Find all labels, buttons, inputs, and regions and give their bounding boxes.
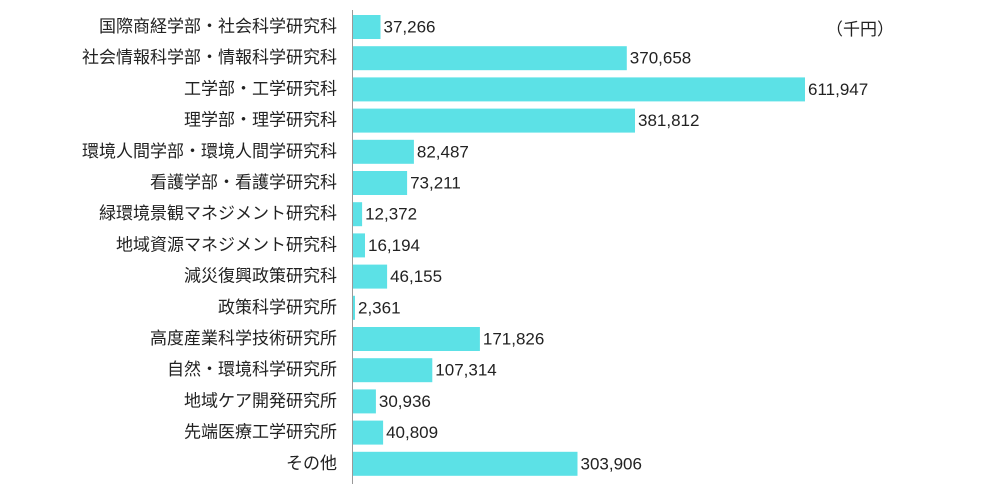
category-label: 自然・環境科学研究所 xyxy=(167,360,337,380)
category-label: 環境人間学部・環境人間学研究科 xyxy=(82,142,337,162)
bar xyxy=(353,264,388,289)
category-label: 先端医療工学研究所 xyxy=(184,423,337,443)
bar xyxy=(353,327,480,351)
value-label: 171,826 xyxy=(483,330,544,349)
value-label: 40,809 xyxy=(386,423,438,442)
bar xyxy=(353,46,627,71)
bar xyxy=(353,420,384,445)
bar xyxy=(353,233,365,258)
value-label: 303,906 xyxy=(581,454,642,473)
value-label: 73,211 xyxy=(410,174,461,193)
bar xyxy=(353,108,635,133)
category-label: 看護学部・看護学研究科 xyxy=(150,173,337,193)
bar xyxy=(353,389,376,414)
category-label: 理学部・理学研究科 xyxy=(184,111,337,131)
category-label: 地域ケア開発研究所 xyxy=(184,391,337,411)
value-label: 611,947 xyxy=(808,80,868,99)
category-label: その他 xyxy=(286,454,337,474)
bar xyxy=(353,358,433,383)
bar xyxy=(353,77,805,102)
value-label: 107,314 xyxy=(435,361,496,380)
value-label: 370,658 xyxy=(630,49,691,68)
bar xyxy=(353,15,381,39)
value-label: 381,812 xyxy=(638,111,699,130)
category-label: 工学部・工学研究科 xyxy=(184,79,337,99)
category-label: 政策科学研究所 xyxy=(218,298,337,318)
category-label: 社会情報科学部・情報科学研究科 xyxy=(82,48,337,68)
bar xyxy=(353,171,408,195)
category-label: 国際商経学部・社会科学研究科 xyxy=(99,17,337,37)
value-label: 12,372 xyxy=(365,205,417,224)
category-label: 減災復興政策研究科 xyxy=(184,267,337,287)
bar xyxy=(353,451,578,476)
bar xyxy=(353,295,355,320)
value-label: 30,936 xyxy=(379,392,431,411)
value-label: 37,266 xyxy=(384,18,436,37)
unit-label: （千円） xyxy=(826,20,894,40)
value-label: 16,194 xyxy=(368,236,420,255)
category-label: 高度産業科学技術研究所 xyxy=(150,329,337,349)
value-label: 46,155 xyxy=(390,267,442,286)
bar xyxy=(353,202,363,227)
value-label: 82,487 xyxy=(417,142,469,161)
value-label: 2,361 xyxy=(358,298,401,317)
bar xyxy=(353,139,414,164)
category-label: 緑環境景観マネジメント研究科 xyxy=(99,204,337,224)
category-label: 地域資源マネジメント研究科 xyxy=(116,235,337,255)
